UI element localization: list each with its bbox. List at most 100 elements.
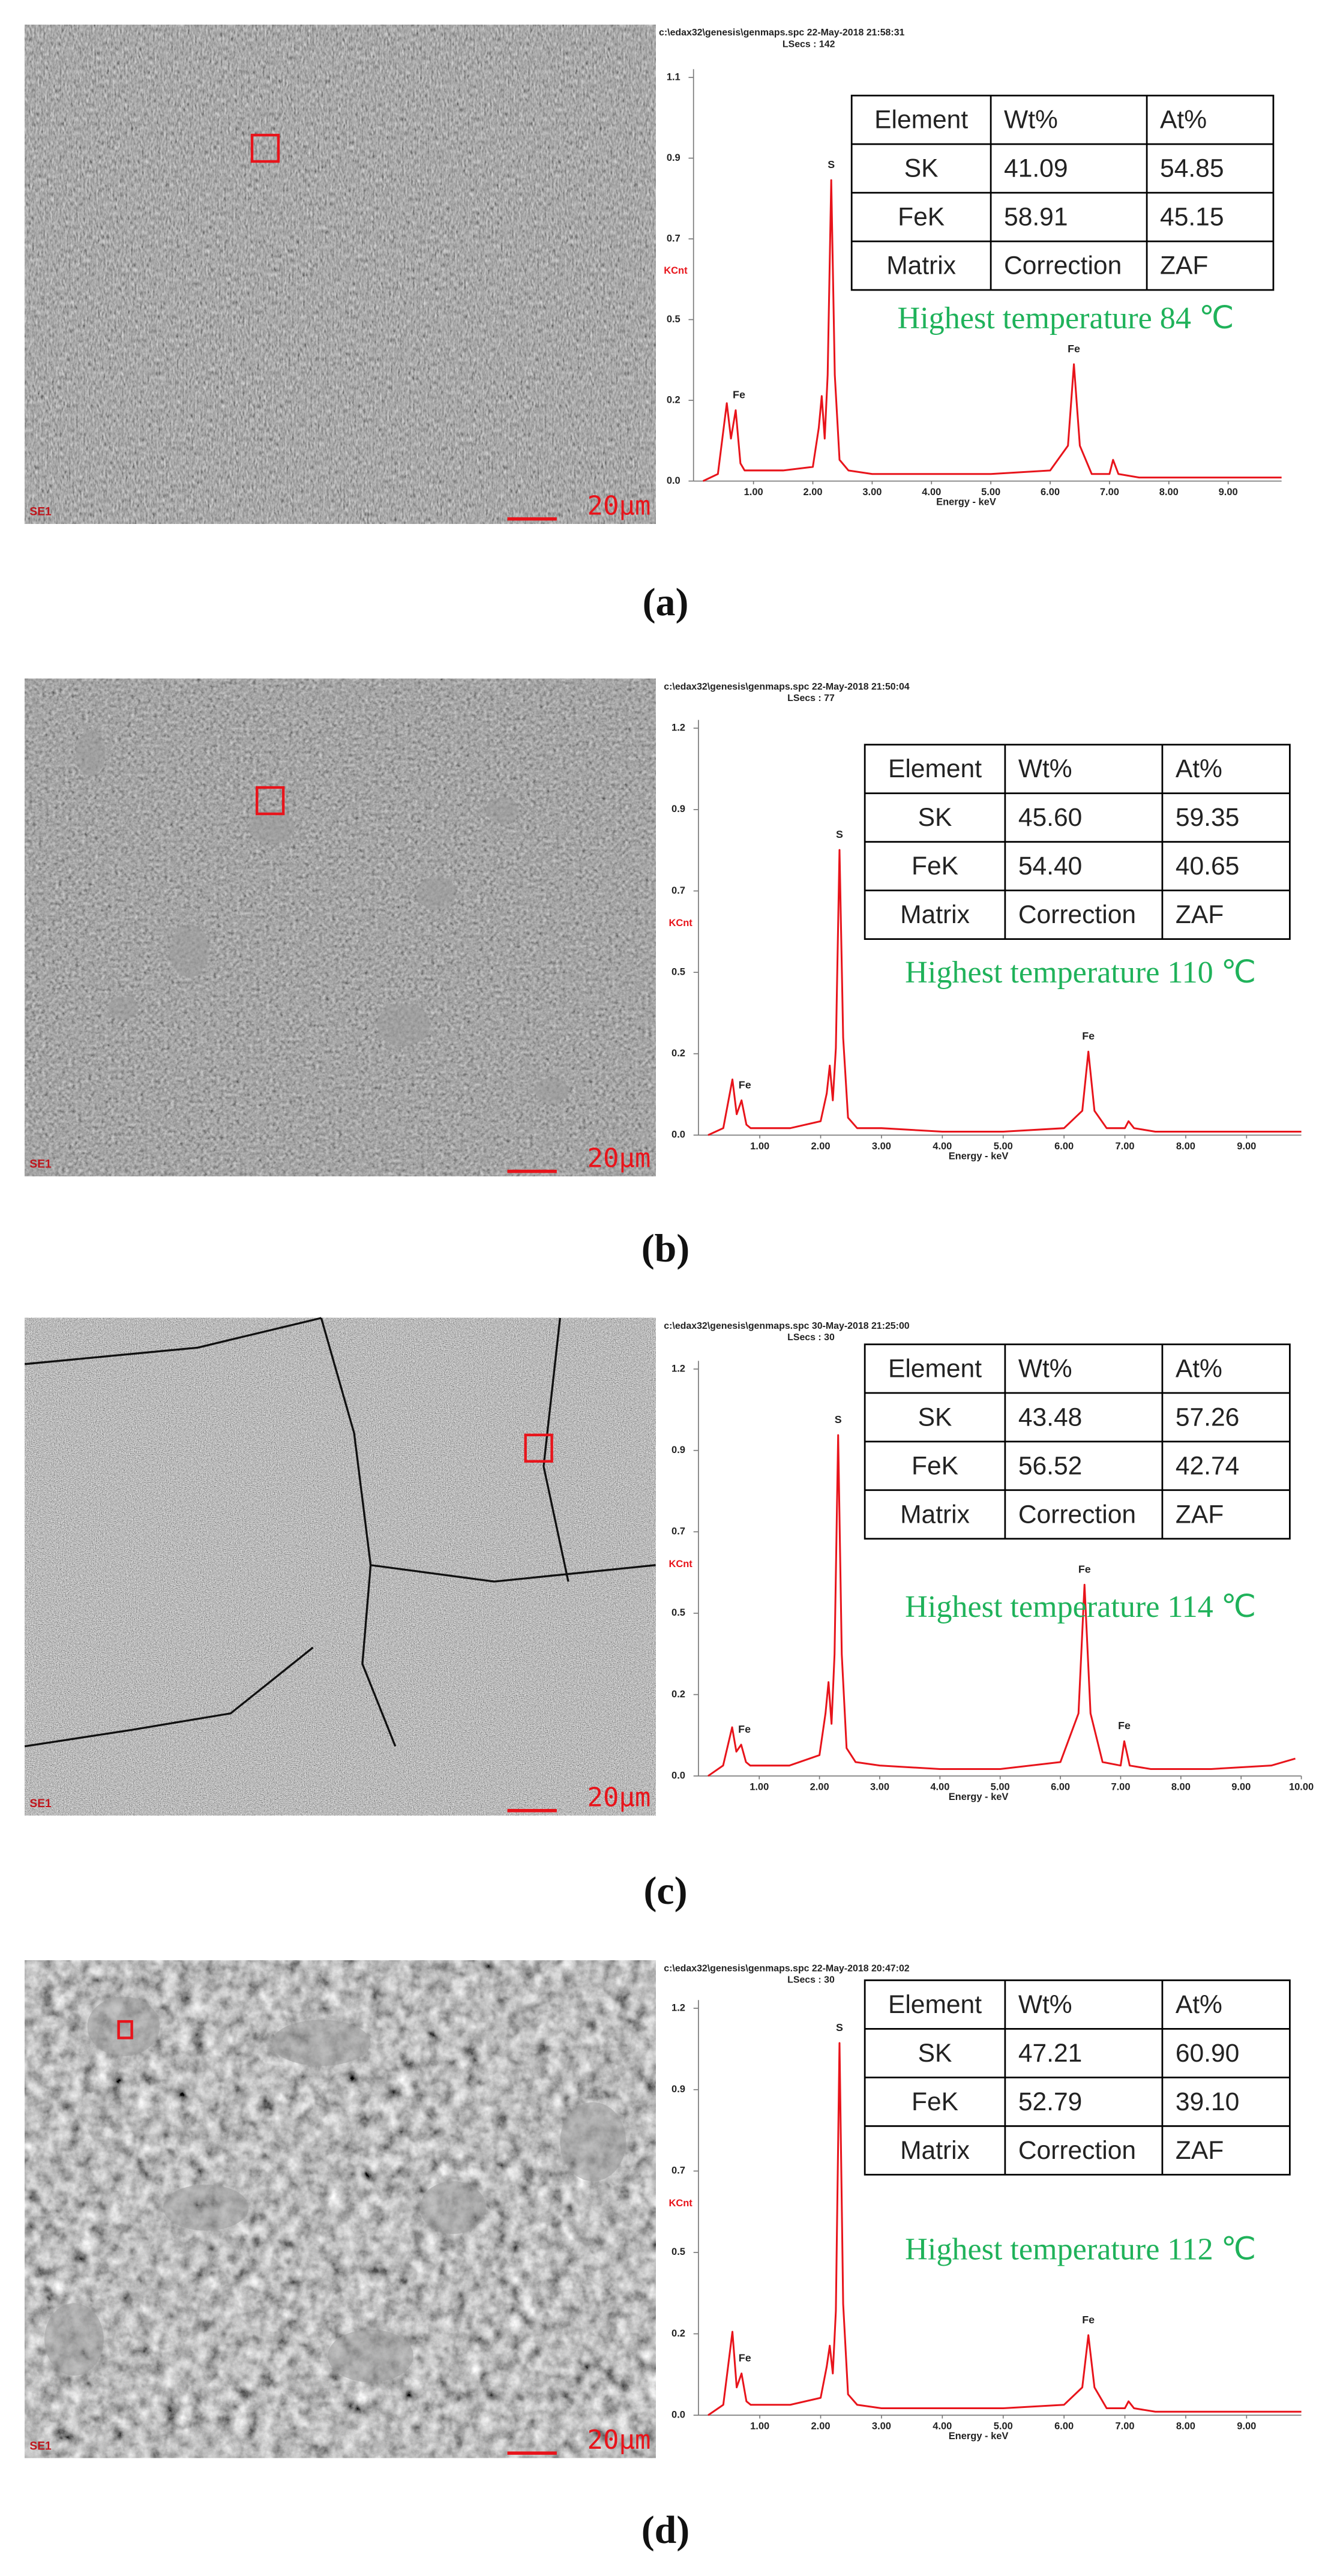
table-cell: 56.52 [1018,1451,1082,1480]
y-tick-label: 0.9 [672,1445,685,1455]
sem-particle [419,2181,486,2234]
x-tick-label: 4.00 [930,1782,949,1793]
table-cell: Correction [1018,2136,1136,2165]
table-cell: 60.90 [1176,2039,1239,2068]
y-tick-label: 1.2 [672,2002,685,2013]
y-tick-label: 0.5 [667,314,681,325]
x-tick-label: 6.00 [1054,2421,1074,2432]
y-axis-label: KCnt [669,918,693,928]
table-header: Element [874,106,968,134]
y-tick-label: 0.9 [672,2084,685,2095]
table-cell: 43.48 [1018,1403,1082,1431]
panel: SE1 20μm c:\edax32\genesis\genmaps.spc 22-… [25,678,1302,1270]
peak-label: S [836,828,843,840]
x-tick-label: 2.00 [803,487,822,498]
scale-bar-label: 20μm [587,1143,651,1173]
spectrum-header: c:\edax32\genesis\genmaps.spc 22-May-201… [664,1963,910,1973]
peak-label: S [836,2021,843,2033]
table-cell: ZAF [1176,900,1224,929]
sem-particle [163,2184,249,2231]
y-tick-label: 0.9 [667,152,681,163]
table-header: Element [888,1354,982,1383]
y-tick-label: 0.7 [672,1526,685,1537]
table-cell: Matrix [900,1500,970,1529]
spectrum-header: c:\edax32\genesis\genmaps.spc 22-May-201… [664,682,910,692]
x-axis-label: Energy - keV [949,2431,1009,2442]
spectrum-line [708,2042,1302,2416]
x-tick-label: 7.00 [1100,487,1119,498]
y-tick-label: 0.7 [672,885,685,896]
y-tick-label: 1.1 [667,71,681,82]
table-cell: FeK [912,2087,958,2116]
table-header: At% [1160,106,1207,134]
x-tick-label: 9.00 [1237,2421,1256,2432]
sem-particle [169,924,209,977]
table-header: Element [888,1990,982,2019]
sem-crack [542,1317,569,1582]
table-cell: FeK [912,1451,958,1480]
peak-label: Fe [739,1079,751,1091]
x-tick-label: 9.00 [1231,1782,1251,1793]
scale-bar-label: 20μm [587,2425,651,2455]
x-axis-label: Energy - keV [949,1151,1009,1161]
x-tick-label: 3.00 [872,1141,891,1152]
sem-particle [87,1996,160,2056]
panel: SE1 20μm c:\edax32\genesis\genmaps.spc 22-… [25,25,1282,624]
table-header: Wt% [1018,754,1072,783]
table-cell: Correction [1018,1500,1136,1529]
sem-crack [24,1646,314,1748]
temperature-annotation: Highest temperature 114 ℃ [905,1590,1256,1624]
panel-label: (b) [641,1226,690,1270]
sem-crack [320,1317,397,1747]
temperature-annotation: Highest temperature 84 ℃ [898,301,1234,336]
table-cell: 40.65 [1176,852,1239,880]
peak-label: Fe [739,2352,751,2364]
table-cell: 45.60 [1018,803,1082,832]
table-header: At% [1176,1990,1222,2019]
peak-label: S [828,158,835,170]
y-tick-label: 0.5 [672,966,685,977]
spectrum-header: c:\edax32\genesis\genmaps.spc 22-May-201… [659,28,905,38]
table-header: Wt% [1004,106,1058,134]
table-header: Element [888,754,982,783]
analysis-area [250,133,280,163]
sem-particle [416,876,457,910]
table-cell: SK [918,803,952,832]
y-tick-label: 0.2 [672,2328,685,2339]
x-tick-label: 1.00 [750,2421,769,2432]
y-tick-label: 0.5 [672,1607,685,1618]
y-tick-label: 0.7 [667,233,681,244]
spectrum-lsecs: LSecs : 30 [787,1975,835,1985]
spectrum-line [708,1434,1296,1777]
temperature-annotation: Highest temperature 112 ℃ [905,2232,1256,2266]
table-cell: 52.79 [1018,2087,1082,2116]
table-cell: Matrix [886,251,956,280]
peak-label: Fe [1082,2314,1095,2326]
table-cell: 45.15 [1160,203,1224,232]
sem-detector: SE1 [29,506,52,519]
table-cell: 59.35 [1176,803,1239,832]
sem-particle [485,797,519,824]
x-tick-label: 7.00 [1116,2421,1135,2432]
x-tick-label: 9.00 [1219,487,1238,498]
y-axis-label: KCnt [669,2198,693,2209]
sem-particle [271,2020,371,2066]
sem-particle [248,810,295,844]
table-cell: ZAF [1176,2136,1224,2165]
sem-particle [377,1003,430,1047]
y-tick-label: 0.2 [667,394,681,405]
table-cell: ZAF [1160,251,1208,280]
x-tick-label: 6.00 [1054,1141,1074,1152]
x-tick-label: 4.00 [933,2421,952,2432]
spectrum-line [708,849,1302,1136]
peak-label: Fe [1118,1720,1131,1732]
x-tick-label: 4.00 [933,1141,952,1152]
table-cell: 39.10 [1176,2087,1239,2116]
x-tick-label: 8.00 [1159,487,1179,498]
sem-particle [535,1077,569,1104]
y-tick-label: 0.0 [667,475,681,486]
sem-detector: SE1 [29,2440,52,2452]
table-cell: 47.21 [1018,2039,1082,2068]
x-tick-label: 2.00 [811,1141,831,1152]
